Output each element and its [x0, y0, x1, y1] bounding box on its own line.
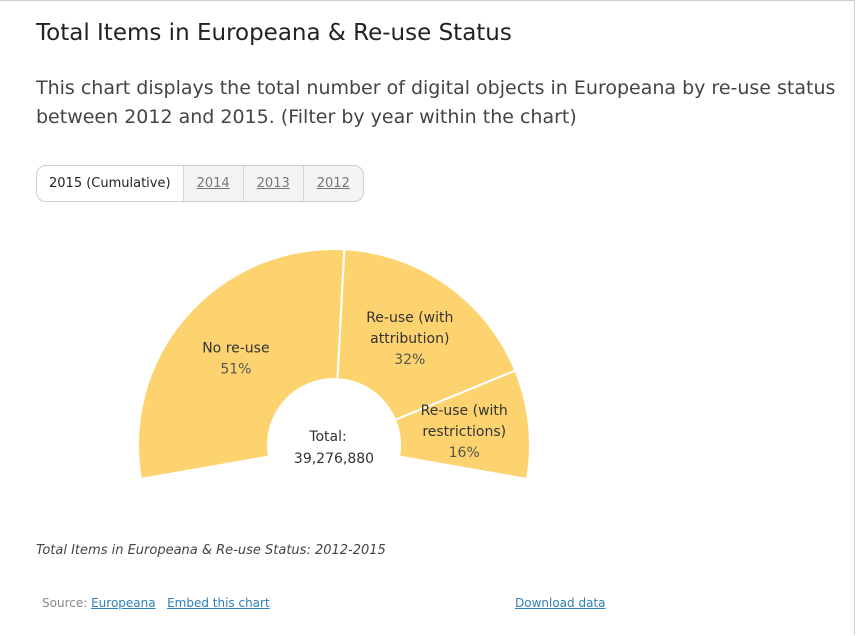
tab-2012[interactable]: 2012: [302, 166, 363, 201]
tab-2015-cumulative[interactable]: 2015 (Cumulative): [37, 166, 183, 201]
source-label: Source:: [42, 596, 88, 610]
center-total-label: Total:: [308, 429, 346, 445]
slice-label-2-line-1: Re-use (with: [366, 310, 453, 326]
slice-2[interactable]: [336, 248, 517, 422]
chart-description: This chart displays the total number of …: [36, 77, 836, 128]
slice-label-2-line-2: attribution): [370, 331, 449, 347]
chart-caption: Total Items in Europeana & Re-use Status…: [36, 543, 386, 558]
slice-label-3-line-2: restrictions): [422, 424, 506, 440]
slice-value-2: 32%: [394, 352, 425, 368]
source-link-europeana[interactable]: Europeana: [91, 596, 156, 610]
slice-label-3-line-1: Re-use (with: [421, 403, 508, 419]
slice-value-3: 16%: [449, 445, 480, 461]
chart-footer: Source: Europeana Embed this chart: [42, 596, 270, 610]
slice-3[interactable]: [393, 369, 531, 481]
tab-2014[interactable]: 2014: [182, 166, 243, 201]
slice-label-1-line-1: No re-use: [202, 341, 269, 357]
download-data-link[interactable]: Download data: [515, 596, 606, 610]
page-title: Total Items in Europeana & Re-use Status: [36, 20, 512, 46]
embed-chart-link[interactable]: Embed this chart: [167, 596, 270, 610]
year-filter-tabs: 2015 (Cumulative) 2014 2013 2012: [36, 165, 364, 202]
center-total-value: 39,276,880: [294, 451, 374, 467]
slice-value-1: 51%: [220, 362, 251, 378]
slice-1[interactable]: [137, 248, 346, 481]
tab-2013[interactable]: 2013: [242, 166, 303, 201]
